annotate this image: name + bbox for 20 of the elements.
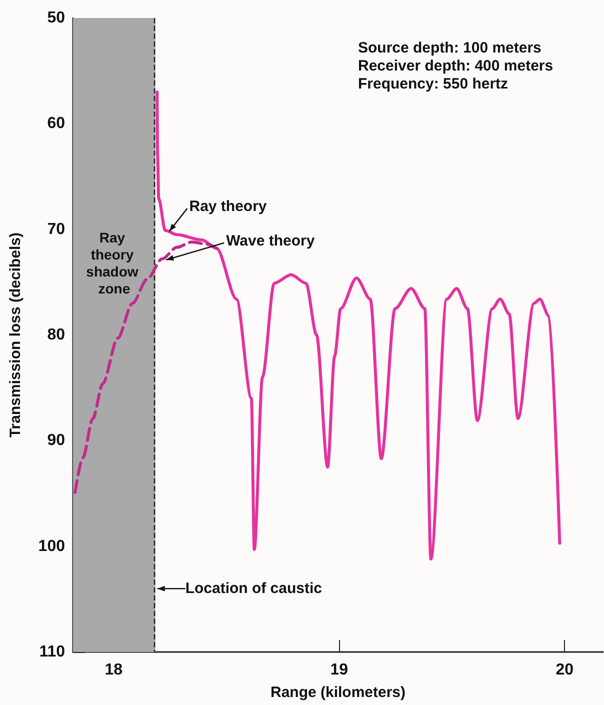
- series-label: Ray theory: [189, 198, 268, 215]
- x-tick-label: 19: [330, 662, 348, 678]
- y-axis-title: Transmission loss (decibels): [7, 232, 24, 438]
- y-tick-label: 70: [47, 220, 66, 238]
- annotation: Receiver depth: 400 meters: [358, 58, 554, 74]
- y-tick-label: 90: [47, 432, 66, 450]
- annotation: Source depth: 100 meters: [358, 40, 542, 56]
- annotation: Frequency: 550 hertz: [358, 76, 508, 92]
- y-tick-label: 60: [47, 115, 66, 132]
- band-label: Ray theory shadow zone: [86, 230, 142, 296]
- x-tick-label: 20: [556, 662, 574, 678]
- x-axis-title: Range (kilometers): [270, 684, 406, 701]
- series-label: Wave theory: [226, 232, 316, 250]
- ref-line-label: Location of caustic: [185, 580, 322, 598]
- y-tick-label: 80: [47, 326, 66, 344]
- line-series: [156, 90, 562, 561]
- y-tick-label: 100: [38, 538, 66, 555]
- y-tick-label: 50: [47, 10, 66, 26]
- y-tick-label: 110: [39, 644, 66, 660]
- x-tick-label: 18: [104, 662, 123, 678]
